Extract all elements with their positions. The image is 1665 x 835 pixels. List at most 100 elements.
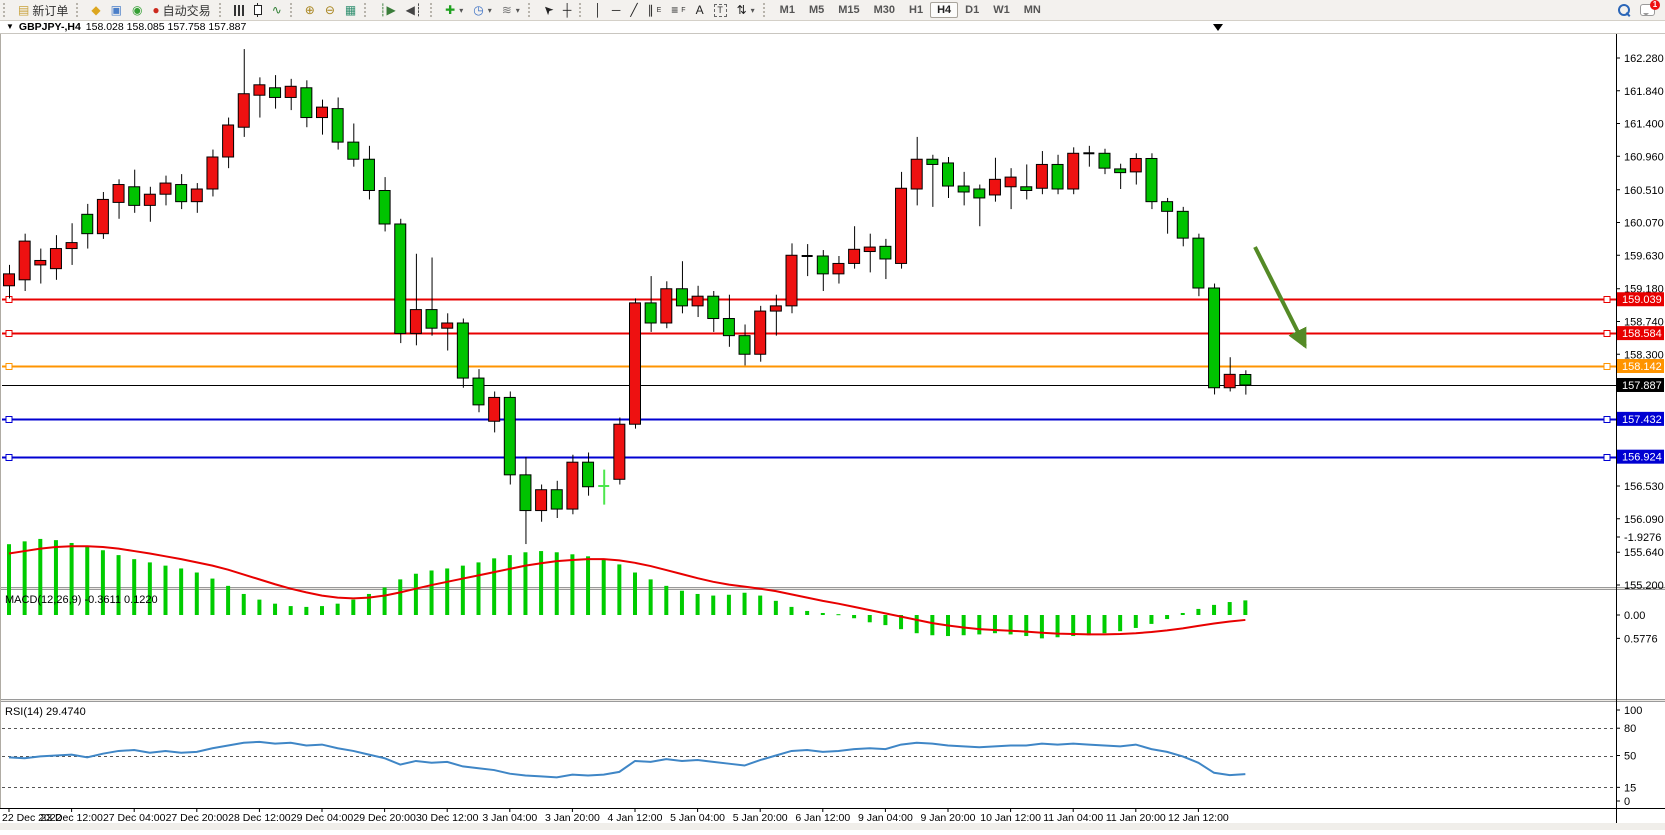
bar-chart-icon[interactable]	[229, 0, 249, 20]
hline-handle[interactable]	[5, 363, 13, 370]
text-label-icon[interactable]: T	[709, 0, 732, 20]
chart-shift-icon-glyph: ◀┊	[405, 3, 423, 17]
timeframe-button-w1[interactable]: W1	[993, 4, 1010, 16]
terminal-icon[interactable]: ▣	[106, 0, 127, 20]
macd-histogram-bar	[1055, 615, 1060, 638]
candle	[3, 264, 15, 299]
hline-handle[interactable]	[1603, 330, 1611, 337]
chart-shift-icon[interactable]: ◀┊	[401, 0, 427, 20]
chevron-down-icon[interactable]: ▾	[750, 5, 755, 15]
candle	[362, 145, 375, 200]
autotrading-button[interactable]: ● 自动交易	[147, 0, 215, 20]
hline-159.039[interactable]	[2, 296, 1616, 303]
time-tick-label: 23 Dec 12:00	[40, 812, 103, 824]
candle	[722, 294, 735, 347]
candle	[331, 97, 344, 150]
hline-158.142[interactable]	[2, 363, 1616, 370]
indicators-button[interactable]: ✚ ▾	[440, 0, 468, 20]
chart-title-bar: ▼ GBPJPY-,H4 158.028 158.085 157.758 157…	[0, 21, 1665, 34]
vertical-line-icon[interactable]: │	[589, 0, 607, 20]
arrows-button[interactable]: ⇅ ▾	[732, 0, 760, 20]
macd-histogram-bar	[992, 615, 997, 634]
hline-handle[interactable]	[5, 454, 13, 461]
timeframe-button-h1[interactable]: H1	[909, 4, 924, 16]
macd-histogram-bar	[617, 564, 622, 615]
chart-canvas[interactable]: 162.280 161.840 161.400 160.960 160.510 160.0…	[0, 34, 1665, 830]
timeframe-button-m5[interactable]: M5	[808, 4, 825, 16]
macd-histogram-bar	[1212, 604, 1217, 615]
timeframe-button-m15[interactable]: M15	[838, 4, 860, 16]
price-tick-label: 159.630	[1624, 250, 1664, 262]
price-tick-label: 162.280	[1624, 53, 1664, 65]
macd-indicator-label: MACD(12,26,9) -0.3611 0.1220	[5, 594, 158, 606]
hline-handle[interactable]	[5, 330, 13, 337]
macd-histogram-bar	[147, 562, 152, 615]
svg-text:157.887: 157.887	[1622, 380, 1662, 392]
macd-histogram-bar	[179, 568, 184, 615]
hline-157.432[interactable]	[2, 416, 1616, 423]
chevron-down-icon[interactable]: ▾	[487, 5, 492, 15]
timeframe-button-mn[interactable]: MN	[1023, 4, 1041, 16]
line-chart-icon[interactable]: ∿	[267, 0, 287, 20]
candlestick-chart-icon[interactable]	[249, 0, 267, 20]
timeframe-button-h4[interactable]: H4	[930, 2, 959, 18]
hline-handle[interactable]	[1603, 416, 1611, 423]
trendline-icon[interactable]: ╱	[625, 0, 642, 20]
label-glyph: T	[713, 3, 727, 17]
zoom-out-icon[interactable]: ⊖	[320, 0, 340, 20]
text-icon[interactable]: A	[691, 0, 709, 20]
macd-histogram-bar	[664, 585, 669, 615]
macd-histogram-bar	[914, 615, 919, 634]
timeframe-button-m1[interactable]: M1	[779, 4, 795, 16]
candle	[1161, 197, 1174, 234]
equidistant-channel-icon[interactable]: ∥ E	[643, 0, 667, 20]
chevron-down-icon[interactable]: ▾	[459, 5, 464, 15]
chevron-down-icon[interactable]: ▼	[6, 22, 14, 31]
subscript-glyph: F	[681, 6, 686, 14]
time-tick-label: 30 Dec 12:00	[416, 812, 479, 824]
chart-shift-marker-icon[interactable]	[1213, 24, 1223, 31]
chevron-down-icon[interactable]: ▾	[515, 5, 520, 15]
fibonacci-icon[interactable]: ≡ F	[666, 0, 690, 20]
candle	[65, 223, 78, 265]
metaeditor-icon[interactable]: ◆	[86, 0, 105, 20]
hline-handle[interactable]	[5, 416, 13, 423]
down-arrow-annotation[interactable]	[1253, 246, 1307, 349]
timeframe-button-d1[interactable]: D1	[965, 4, 980, 16]
auto-scroll-icon[interactable]: ┊▶	[374, 0, 400, 20]
hline-handle[interactable]	[1603, 454, 1611, 461]
macd-histogram-bar	[867, 615, 872, 623]
autotrading-button-label: 自动交易	[162, 3, 211, 18]
price-tick-label: 160.510	[1624, 185, 1664, 197]
candle	[441, 313, 454, 351]
chat-icon[interactable]: 1	[1640, 0, 1660, 16]
periods-button[interactable]: ◷ ▾	[468, 0, 497, 20]
time-tick-label: 10 Jan 12:00	[980, 812, 1041, 824]
templates-button[interactable]: ≋ ▾	[497, 0, 525, 20]
new-order-button[interactable]: ▤ 新订单	[13, 0, 73, 20]
hline-158.584[interactable]	[2, 330, 1616, 337]
cursor-icon[interactable]: ➤	[538, 0, 558, 20]
candlesticks	[3, 49, 1252, 545]
hline-156.924[interactable]	[2, 454, 1616, 461]
chart-area[interactable]: 162.280 161.840 161.400 160.960 160.510 160.0…	[0, 34, 1665, 830]
candle	[1098, 148, 1111, 175]
candle	[801, 244, 813, 277]
hline-handle[interactable]	[1603, 296, 1611, 303]
hline-handle[interactable]	[1603, 363, 1611, 370]
tile-windows-icon[interactable]: ▦	[340, 0, 361, 20]
crosshair-icon[interactable]: ┼	[558, 0, 577, 20]
timeframe-button-m30[interactable]: M30	[873, 4, 896, 16]
candle	[206, 149, 219, 197]
candle	[879, 238, 892, 280]
search-icon[interactable]	[1618, 4, 1630, 16]
zoom-in-icon[interactable]: ⊕	[300, 0, 320, 20]
trendline-icon-glyph: ╱	[630, 3, 638, 17]
candle	[1176, 206, 1189, 247]
candle	[942, 156, 954, 198]
signals-icon[interactable]: ◉	[127, 0, 147, 20]
horizontal-line-icon[interactable]: ─	[607, 0, 626, 20]
toolbar-grip	[289, 3, 297, 17]
candle	[190, 183, 203, 213]
macd-histogram-bar	[288, 606, 293, 615]
